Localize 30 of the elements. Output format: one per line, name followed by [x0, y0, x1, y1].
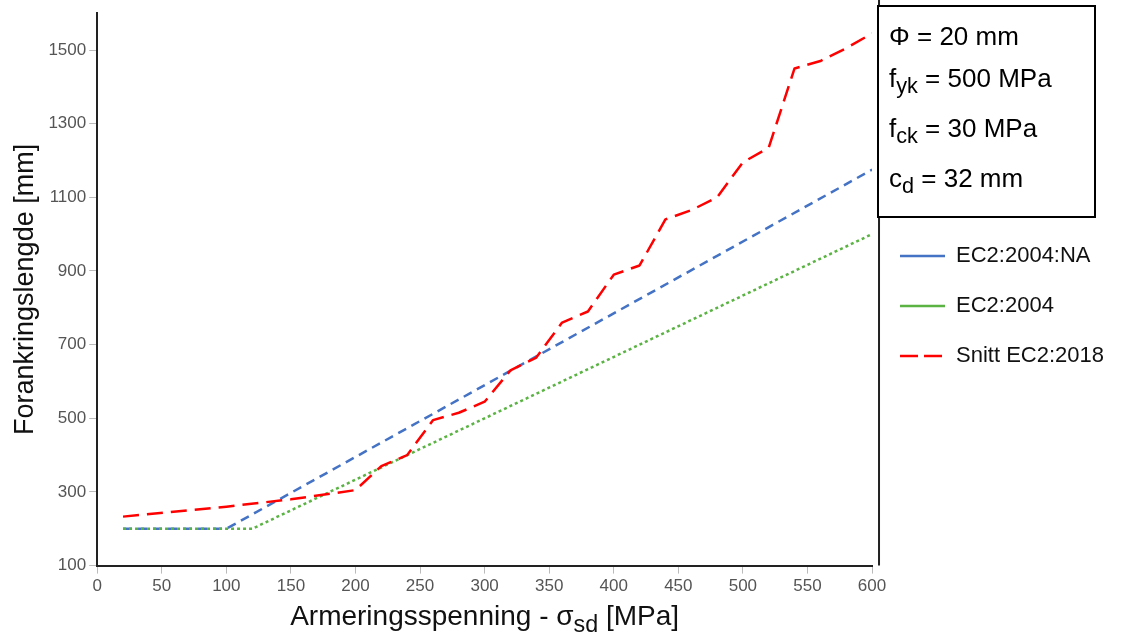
x-tick-label: 350 [535, 576, 564, 596]
x-tick-label: 300 [470, 576, 499, 596]
y-axis-title: Forankringslengde [mm] [8, 143, 39, 435]
legend-label: EC2:2004:NA [956, 242, 1091, 268]
text: f$_{yk}$ = 500 MPa [889, 62, 1053, 101]
legend-label: Snitt EC2:2018 [956, 342, 1104, 368]
text: c$_{d}$ = 32 mm [889, 162, 1025, 201]
y-tick-label: 700 [57, 334, 87, 354]
y-tick-label: 100 [57, 555, 87, 575]
y-tick-label: 300 [57, 481, 87, 501]
x-tick-label: 200 [341, 576, 370, 596]
x-tick-label: 550 [793, 576, 822, 596]
x-tick-label: 0 [92, 576, 102, 596]
text: f$_{ck}$ = 30 MPa [889, 112, 1039, 151]
x-tick-label: 100 [212, 576, 241, 596]
y-tick-label: 1100 [49, 187, 87, 207]
x-axis-title: Armeringsspenning - σ$_{sd}$ [MPa] [290, 600, 680, 638]
y-tick-label: 1500 [48, 39, 87, 59]
y-tick-label: 500 [57, 407, 87, 427]
text: Φ = 20 mm [889, 20, 1020, 53]
y-tick-label: 1300 [48, 113, 87, 133]
x-tick-label: 400 [599, 576, 628, 596]
x-tick-label: 250 [405, 576, 435, 596]
x-tick-label: 600 [857, 576, 887, 596]
legend-label: EC2:2004 [956, 292, 1054, 318]
x-tick-label: 500 [728, 576, 758, 596]
y-tick-label: 900 [57, 260, 87, 280]
x-tick-label: 150 [276, 576, 306, 596]
x-tick-label: 450 [664, 576, 693, 596]
x-tick-label: 50 [152, 576, 172, 596]
